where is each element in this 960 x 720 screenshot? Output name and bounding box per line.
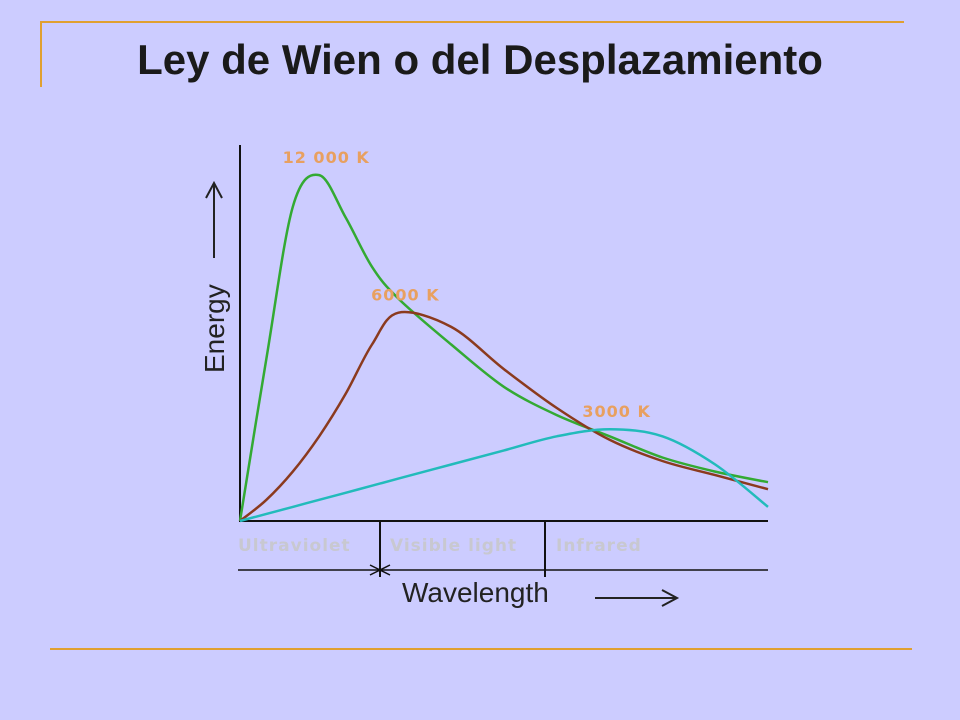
series-line-2 [239,427,769,523]
series-label-2: 3000 K [582,402,651,421]
chart-axes [238,145,768,577]
series-label-0: 12 000 K [283,148,370,167]
region-label-infrared: Infrared [556,536,642,556]
region-label-visible-light: Visible light [390,536,517,556]
series-line-0 [238,173,769,522]
region-label-ultraviolet: Ultraviolet [238,536,351,556]
band-arrow-right [378,564,391,576]
bottom-accent-line [50,648,912,650]
x-axis-label: Wavelength [402,577,549,608]
title-accent-line-vertical [40,21,42,87]
x-axis-arrow [595,589,680,607]
page-title: Ley de Wien o del Desplazamiento [137,36,823,83]
series-label-1: 6000 K [371,286,440,305]
series-line-1 [239,310,769,522]
title-accent-line-horizontal [40,21,904,23]
y-axis-label: Energy [199,284,230,373]
series-layer: 12 000 K 6000 K 3000 K [238,148,769,523]
y-axis-arrow [205,180,223,258]
